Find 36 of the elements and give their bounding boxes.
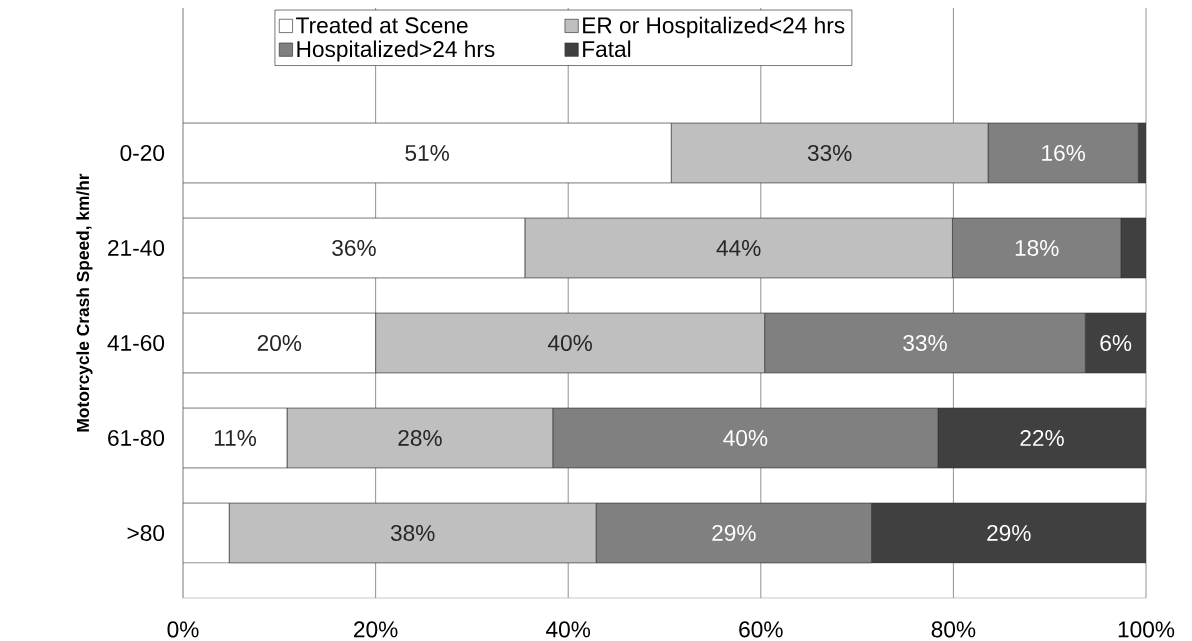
data-label: 28% xyxy=(398,429,442,447)
data-label: 16% xyxy=(1042,144,1086,162)
x-tick-label: 40% xyxy=(546,621,591,638)
data-label: 29% xyxy=(987,524,1031,542)
data-label: 40% xyxy=(547,334,592,352)
data-label: 33% xyxy=(807,144,852,162)
data-label: 20% xyxy=(257,334,302,352)
data-label: 22% xyxy=(1020,430,1064,446)
bar xyxy=(1084,312,1146,374)
legend-label: Hospitalized>24 hrs xyxy=(297,40,495,62)
data-label: 51% xyxy=(405,145,449,161)
y-tick-label: 61-80 xyxy=(108,429,165,447)
x-tick-label: 60% xyxy=(739,621,783,638)
data-label: 38% xyxy=(390,524,435,542)
data-label: 44% xyxy=(716,240,761,256)
x-tick-label: 100% xyxy=(1118,621,1175,638)
y-tick-label: 0-20 xyxy=(120,144,165,162)
x-tick-label: 80% xyxy=(931,621,976,638)
data-label: 40% xyxy=(723,429,768,447)
legend-label: Fatal xyxy=(583,40,631,58)
data-label: 33% xyxy=(903,334,947,352)
data-label: 18% xyxy=(1015,239,1059,257)
bar xyxy=(937,407,1146,469)
data-label: 11% xyxy=(214,430,257,446)
x-tick-label: 20% xyxy=(354,621,398,638)
y-tick-label: 41-60 xyxy=(107,334,165,352)
y-tick-label: >80 xyxy=(127,524,165,542)
y-tick-label: 21-40 xyxy=(108,239,165,257)
data-label: 6% xyxy=(1100,334,1132,352)
bar xyxy=(871,502,1146,564)
data-label: 29% xyxy=(712,524,756,542)
legend-label: Treated at Scene xyxy=(296,16,468,34)
y-axis-title: Motorcycle Crash Speed, km/hr xyxy=(76,173,93,432)
data-label: 36% xyxy=(332,239,376,257)
x-tick-label: 0% xyxy=(167,621,199,638)
legend-label: ER or Hospitalized<24 hrs xyxy=(583,16,845,38)
